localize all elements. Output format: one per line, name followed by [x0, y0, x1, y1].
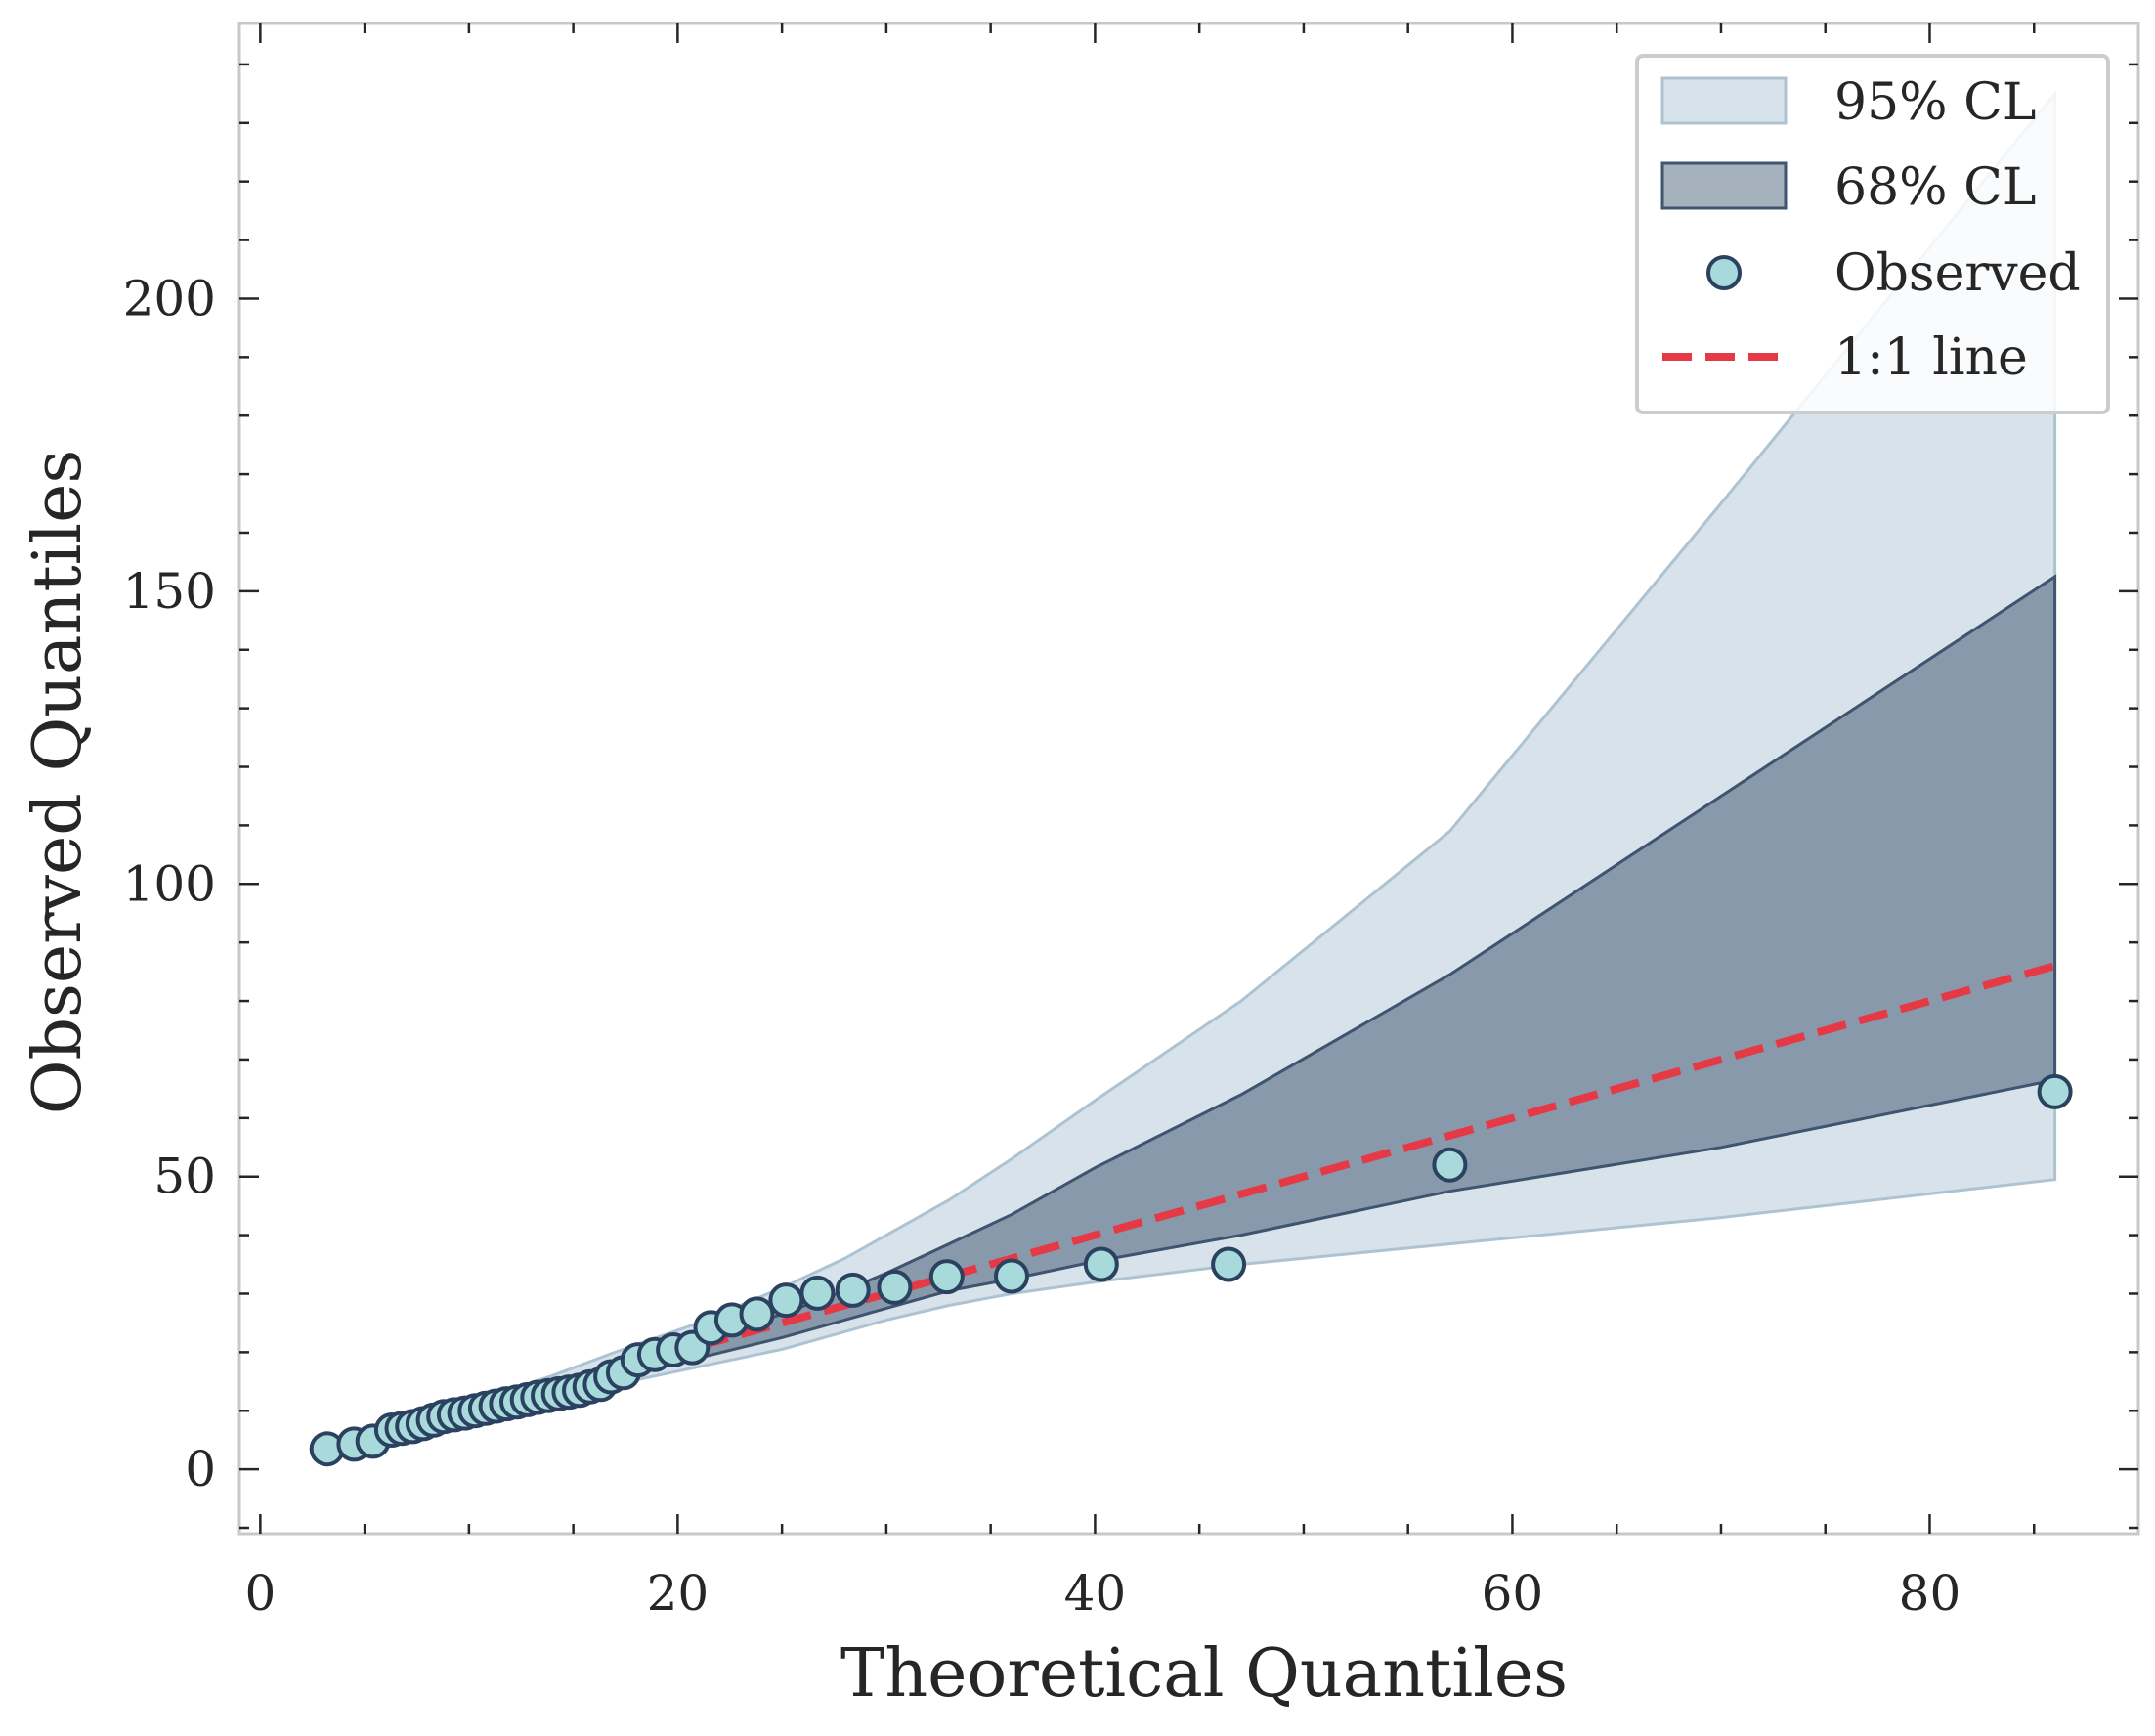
observed-point — [1083, 1246, 1119, 1282]
axes — [237, 22, 2140, 1536]
legend-label-observed: Observed — [1834, 244, 2081, 303]
axes-frame — [237, 22, 2140, 1536]
observed-point — [799, 1275, 836, 1311]
observed-point — [994, 1258, 1029, 1294]
x-tick-label: 40 — [1064, 1565, 1127, 1622]
legend: 95% CL 68% CL Observed 1:1 line — [1635, 54, 2110, 414]
tick-labels: 0 20 40 60 80 0 50 100 150 200 — [123, 270, 1961, 1622]
legend-swatch-95cl — [1660, 76, 1788, 125]
x-tick-label: 0 — [244, 1565, 276, 1622]
x-tick-label: 80 — [1899, 1565, 1961, 1622]
observed-point — [877, 1269, 913, 1305]
observed-point — [928, 1259, 965, 1295]
y-tick-label: 50 — [153, 1149, 216, 1205]
legend-swatch-68cl — [1660, 161, 1788, 210]
y-axis-label: Observed Quantiles — [20, 450, 97, 1115]
y-tick-label: 100 — [123, 855, 216, 912]
legend-frame — [1635, 54, 2110, 414]
observed-points — [309, 1073, 2073, 1467]
legend-marker-observed — [1706, 255, 1742, 290]
legend-label-1to1: 1:1 line — [1834, 328, 2028, 387]
y-tick-label: 200 — [123, 270, 216, 326]
observed-point — [768, 1282, 804, 1319]
x-tick-label: 60 — [1482, 1565, 1544, 1622]
y-tick-label: 0 — [185, 1441, 216, 1497]
x-tick-label: 20 — [647, 1565, 710, 1622]
x-axis-label: Theoretical Quantiles — [840, 1635, 1568, 1713]
observed-point — [739, 1296, 775, 1332]
observed-point — [1211, 1246, 1247, 1282]
legend-label-95cl: 95% CL — [1834, 73, 2036, 132]
observed-point — [2037, 1073, 2073, 1109]
y-tick-label: 150 — [123, 563, 216, 620]
legend-label-68cl: 68% CL — [1834, 158, 2036, 217]
observed-point — [1432, 1147, 1468, 1183]
observed-point — [835, 1272, 871, 1308]
